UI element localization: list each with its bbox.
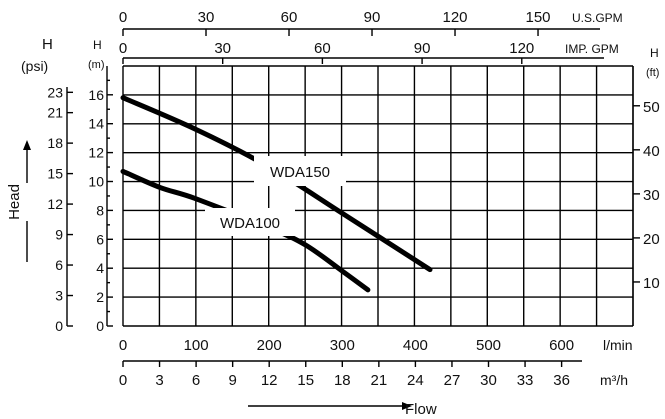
impgpm-tick-label: 90 <box>414 40 431 57</box>
usgpm-tick-label: 0 <box>119 9 127 26</box>
m3h-axis-unit: m³/h <box>600 372 628 388</box>
meter-tick-label: 16 <box>88 87 104 103</box>
axes: 0246810121416H(m)03691215182123H(psi)Hea… <box>6 9 660 418</box>
m3h-tick-label: 18 <box>334 372 351 389</box>
psi-tick-label: 21 <box>47 105 63 121</box>
m3h-tick-label: 21 <box>371 372 388 389</box>
psi-tick-label: 18 <box>47 135 63 151</box>
m3h-tick-label: 15 <box>297 372 314 389</box>
lmin-tick-label: 300 <box>330 337 355 354</box>
meter-tick-label: 2 <box>96 289 104 305</box>
usgpm-axis-unit: U.S.GPM <box>572 11 623 25</box>
lmin-tick-label: 500 <box>476 337 501 354</box>
series-label-wda150: WDA150 <box>270 164 330 181</box>
psi-tick-label: 0 <box>55 318 63 334</box>
m3h-tick-label: 6 <box>192 372 200 389</box>
psi-axis-unit: (psi) <box>21 58 48 74</box>
meter-axis-unit: (m) <box>88 59 105 71</box>
m3h-tick-label: 24 <box>407 372 424 389</box>
impgpm-tick-label: 30 <box>214 40 231 57</box>
head-label-bg <box>17 183 35 221</box>
flow-axis-title: Flow <box>405 401 437 418</box>
psi-tick-label: 3 <box>55 288 63 304</box>
impgpm-axis-unit: IMP. GPM <box>565 42 619 56</box>
usgpm-tick-label: 150 <box>526 9 551 26</box>
psi-tick-label: 6 <box>55 257 63 273</box>
lmin-tick-label: 200 <box>257 337 282 354</box>
series-label-bg <box>205 208 295 236</box>
meter-tick-label: 0 <box>96 318 104 334</box>
feet-tick-label: 10 <box>643 275 660 292</box>
m3h-tick-label: 27 <box>444 372 461 389</box>
m3h-tick-label: 0 <box>119 372 127 389</box>
feet-tick-label: 20 <box>643 231 660 248</box>
lmin-tick-label: 100 <box>184 337 209 354</box>
m3h-tick-label: 36 <box>553 372 570 389</box>
feet-tick-label: 30 <box>643 187 660 204</box>
psi-tick-label: 9 <box>55 227 63 243</box>
m3h-tick-label: 3 <box>155 372 163 389</box>
psi-tick-label: 15 <box>47 166 63 182</box>
usgpm-tick-label: 30 <box>198 9 215 26</box>
curves <box>120 95 433 293</box>
curve-labels: WDA150 WDA100 <box>205 156 346 236</box>
grid <box>122 65 634 327</box>
impgpm-tick-label: 120 <box>509 40 534 57</box>
flow-arrow-icon <box>402 402 412 410</box>
lmin-tick-label: 0 <box>119 337 127 354</box>
m3h-tick-label: 33 <box>517 372 534 389</box>
usgpm-tick-label: 60 <box>281 9 298 26</box>
lmin-axis-unit: l/min <box>603 337 633 353</box>
impgpm-tick-label: 0 <box>119 40 127 57</box>
m3h-tick-label: 12 <box>261 372 278 389</box>
head-arrow-icon <box>23 140 31 150</box>
impgpm-tick-label: 60 <box>314 40 331 57</box>
lmin-tick-label: 600 <box>549 337 574 354</box>
series-label-bg <box>254 156 346 186</box>
meter-tick-label: 4 <box>96 260 104 276</box>
m3h-tick-label: 9 <box>228 372 236 389</box>
feet-axis-title: H <box>650 46 659 60</box>
meter-tick-label: 8 <box>96 202 104 218</box>
psi-tick-label: 12 <box>47 196 63 212</box>
feet-axis-unit: (ft) <box>646 67 659 79</box>
meter-tick-label: 14 <box>88 116 104 132</box>
feet-tick-label: 40 <box>643 143 660 160</box>
meter-tick-label: 12 <box>88 145 104 161</box>
head-axis-title: Head <box>6 184 23 220</box>
usgpm-tick-label: 90 <box>364 9 381 26</box>
meter-axis-title: H <box>93 38 102 52</box>
meter-tick-label: 10 <box>88 174 104 190</box>
usgpm-tick-label: 120 <box>443 9 468 26</box>
psi-axis-title: H <box>42 36 53 53</box>
series-label-wda100: WDA100 <box>220 215 280 232</box>
meter-tick-label: 6 <box>96 231 104 247</box>
psi-tick-label: 23 <box>47 84 63 100</box>
feet-tick-label: 50 <box>643 99 660 116</box>
lmin-tick-label: 400 <box>403 337 428 354</box>
m3h-tick-label: 30 <box>480 372 497 389</box>
